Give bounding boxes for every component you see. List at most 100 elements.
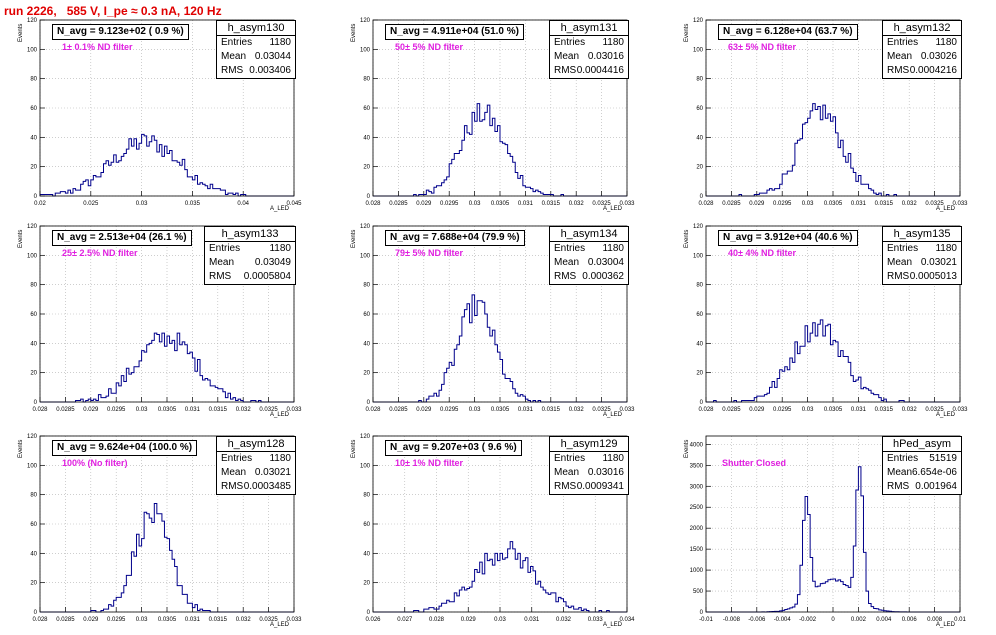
stats-row-mean: Mean 0.03021 xyxy=(883,256,961,270)
y-axis-label: Events xyxy=(18,229,24,248)
histogram-plot: -0.01 -0.008 -0.006 -0.004 -0.002 0 0.002 0.004… xyxy=(690,435,966,623)
x-tick-label: 0.031 xyxy=(518,201,534,207)
y-tick-label: 100 xyxy=(27,253,38,259)
stats-row-rms: RMS 0.0003485 xyxy=(217,480,295,494)
y-tick-label: 40 xyxy=(696,341,703,347)
stats-value: 0.03044 xyxy=(254,51,291,62)
stats-box: h_asym128 Entries 1180 Mean 0.03021 RMS 0.0003… xyxy=(216,436,296,495)
stats-row-entries: Entries 1180 xyxy=(550,452,628,466)
stats-row-mean: Mean 0.03004 xyxy=(550,256,628,270)
y-axis-label: Events xyxy=(684,439,690,458)
plot-frame xyxy=(705,225,961,403)
stats-value: 1180 xyxy=(269,37,291,48)
x-tick-label: 0.0305 xyxy=(824,201,843,207)
stats-row-rms: RMS 0.0004416 xyxy=(550,64,628,78)
x-tick-label: 0.03 xyxy=(136,617,148,623)
x-tick-label: 0.029 xyxy=(83,617,99,623)
stats-value: 0.0003485 xyxy=(243,481,291,492)
y-tick-label: 120 xyxy=(360,224,371,230)
y-tick-label: 40 xyxy=(30,551,37,557)
x-tick-label: 0.0285 xyxy=(56,617,75,623)
y-tick-label: 120 xyxy=(693,224,704,230)
stats-title: h_asym131 xyxy=(550,21,628,36)
x-axis-label: A_LED xyxy=(603,622,623,628)
stats-box: h_asym130 Entries 1180 Mean 0.03044 RMS 0.0034… xyxy=(216,20,296,79)
x-tick-label: 0.028 xyxy=(365,407,381,413)
stats-row-mean: Mean 0.03049 xyxy=(205,256,295,270)
y-tick-label: 60 xyxy=(30,312,37,318)
x-axis-label: A_LED xyxy=(270,622,290,628)
y-tick-label: 20 xyxy=(363,165,370,171)
stats-row-mean: Mean 0.03021 xyxy=(217,466,295,480)
y-tick-label: 1000 xyxy=(690,568,704,574)
stats-value: 0.0004216 xyxy=(909,65,957,76)
stats-row-mean: Mean 0.03026 xyxy=(883,50,961,64)
x-tick-label: 0.0325 xyxy=(925,407,944,413)
x-tick-label: 0.0315 xyxy=(542,407,561,413)
y-tick-label: 0 xyxy=(367,194,371,200)
histogram-panel-h_asym133: 0.028 0.0285 0.029 0.0295 0.03 0.0305 0.031 0.0… xyxy=(0,220,302,425)
stats-title: h_asym135 xyxy=(883,227,961,242)
stats-value: 1180 xyxy=(935,37,957,48)
stats-key: Entries xyxy=(221,453,253,464)
stats-key: Mean xyxy=(221,51,247,62)
x-axis-label: A_LED xyxy=(936,622,956,628)
y-tick-label: 80 xyxy=(30,77,37,83)
stats-box: h_asym129 Entries 1180 Mean 0.03016 RMS 0.0009… xyxy=(549,436,629,495)
histogram-line xyxy=(373,541,627,613)
stats-key: RMS xyxy=(221,481,244,492)
stats-key: Entries xyxy=(554,37,586,48)
x-tick-label: 0.028 xyxy=(32,617,48,623)
x-tick-label: 0.027 xyxy=(397,617,413,623)
x-tick-label: 0.033 xyxy=(952,407,968,413)
x-tick-label: 0.0295 xyxy=(440,407,459,413)
x-tick-label: 0.033 xyxy=(619,407,635,413)
histogram-panel-h_asym134: 0.028 0.0285 0.029 0.0295 0.03 0.0305 0.031 0.0… xyxy=(333,220,635,425)
x-tick-label: 0.033 xyxy=(588,617,604,623)
stats-key: Entries xyxy=(887,37,919,48)
stats-title: h_asym134 xyxy=(550,227,628,242)
y-tick-label: 80 xyxy=(363,77,370,83)
stats-key: Mean xyxy=(554,257,580,268)
x-tick-label: 0.004 xyxy=(876,617,892,623)
x-tick-label: 0.034 xyxy=(619,617,635,623)
stats-title: hPed_asym xyxy=(883,437,961,452)
y-tick-label: 100 xyxy=(27,463,38,469)
stats-title: h_asym133 xyxy=(205,227,295,242)
stats-row-mean: Mean 0.03016 xyxy=(550,466,628,480)
stats-key: Mean xyxy=(887,467,913,478)
stats-key: Entries xyxy=(887,453,919,464)
y-tick-label: 100 xyxy=(360,463,371,469)
plot-frame xyxy=(372,19,628,197)
x-tick-label: 0.0285 xyxy=(722,407,741,413)
x-tick-label: 0.04 xyxy=(237,201,249,207)
x-tick-label: 0.03 xyxy=(494,617,506,623)
stats-value: 0.0005013 xyxy=(909,271,957,282)
y-tick-label: 0 xyxy=(700,400,704,406)
y-tick-label: 3000 xyxy=(690,484,704,490)
histogram-panel-h_asym128: 0.028 0.0285 0.029 0.0295 0.03 0.0305 0.031 0.0… xyxy=(0,430,302,635)
histogram-plot: 0.028 0.0285 0.029 0.0295 0.03 0.0305 0.031 0.0… xyxy=(693,224,968,413)
x-tick-label: 0.0295 xyxy=(107,617,126,623)
y-tick-label: 80 xyxy=(30,283,37,289)
stats-value: 0.0004416 xyxy=(576,65,624,76)
stats-key: RMS xyxy=(887,271,910,282)
x-tick-label: 0.0305 xyxy=(824,407,843,413)
y-axis-label: Events xyxy=(18,439,24,458)
stats-value: 0.03016 xyxy=(587,467,624,478)
x-tick-label: 0.0315 xyxy=(875,407,894,413)
y-tick-label: 20 xyxy=(696,371,703,377)
stats-row-rms: RMS 0.000362 xyxy=(550,270,628,284)
x-tick-label: 0.01 xyxy=(954,617,966,623)
x-tick-label: 0.0325 xyxy=(592,201,611,207)
navg-label: N_avg = 4.911e+04 (51.0 %) xyxy=(385,24,524,40)
y-tick-label: 60 xyxy=(363,312,370,318)
y-tick-label: 40 xyxy=(363,551,370,557)
navg-label: N_avg = 9.123e+02 ( 0.9 %) xyxy=(52,24,189,40)
y-tick-label: 80 xyxy=(696,77,703,83)
x-tick-label: 0.029 xyxy=(749,407,765,413)
stats-box: h_asym135 Entries 1180 Mean 0.03021 RMS 0.0005… xyxy=(882,226,962,285)
stats-row-entries: Entries 1180 xyxy=(217,36,295,50)
y-axis-label: Events xyxy=(351,439,357,458)
navg-label: N_avg = 9.207e+03 ( 9.6 %) xyxy=(385,440,522,456)
